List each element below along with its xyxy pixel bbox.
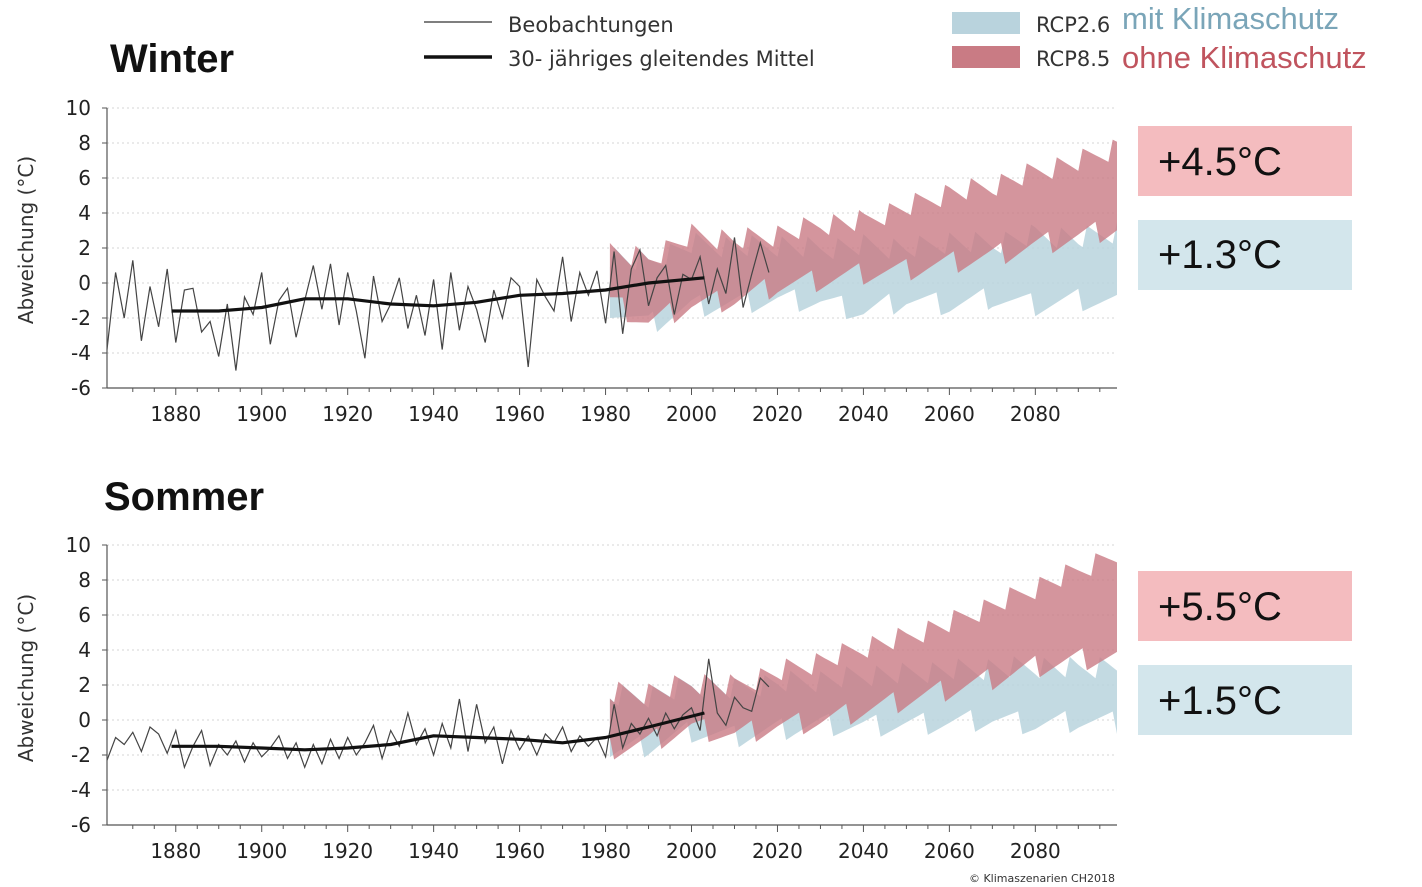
y-tick-label: 10 — [66, 96, 91, 120]
summer-scenario-bands — [609, 553, 1117, 760]
winter-rcp85-change-box — [1138, 126, 1352, 196]
legend-rcp85-label: RCP8.5 — [1036, 47, 1110, 71]
y-tick-label: 8 — [78, 131, 91, 155]
x-tick-label: 2060 — [924, 839, 975, 863]
legend-rcp26-swatch — [952, 12, 1020, 34]
winter-panel: Winter Abweichung (°C) 10 8 6 4 2 0 -2 -4 -6 1880… — [14, 37, 1352, 426]
x-tick-label: 2040 — [838, 839, 889, 863]
copyright-notice: © Klimaszenarien CH2018 — [969, 872, 1115, 885]
observations-line — [106, 658, 770, 770]
winter-rcp26-change-value: +1.3°C — [1158, 233, 1282, 277]
winter-change-boxes: +4.5°C +1.3°C — [1138, 126, 1352, 290]
winter-rcp26-change-box — [1138, 220, 1352, 290]
summer-axes: 10 8 6 4 2 0 -2 -4 -6 1880 1900 1920 1940 1960 1980 200… — [66, 533, 1117, 863]
x-tick-label: 1900 — [236, 402, 287, 426]
summer-title: Sommer — [104, 475, 264, 519]
y-tick-label: 10 — [66, 533, 91, 557]
summer-observations — [106, 658, 770, 770]
y-tick-label: 4 — [78, 638, 91, 662]
legend: Beobachtungen 30- jähriges gleitendes Mi… — [424, 1, 1367, 75]
winter-y-axis-label: Abweichung (°C) — [14, 156, 38, 324]
y-tick-label: -2 — [71, 306, 91, 330]
y-tick-label: 2 — [78, 236, 91, 260]
y-tick-label: -4 — [71, 778, 91, 802]
y-tick-label: 6 — [78, 166, 91, 190]
y-tick-label: 2 — [78, 673, 91, 697]
x-tick-label: 2020 — [752, 839, 803, 863]
y-tick-label: -4 — [71, 341, 91, 365]
legend-observations-label: Beobachtungen — [508, 13, 674, 37]
y-tick-label: -6 — [71, 376, 91, 400]
moving-average-line — [171, 711, 705, 752]
x-tick-label: 2000 — [666, 839, 717, 863]
x-tick-label: 1980 — [580, 402, 631, 426]
y-tick-label: 8 — [78, 568, 91, 592]
x-tick-label: 2040 — [838, 402, 889, 426]
summer-rcp26-change-box — [1138, 665, 1352, 735]
x-tick-label: 2000 — [666, 402, 717, 426]
legend-mean-label: 30- jähriges gleitendes Mittel — [508, 47, 815, 71]
winter-axes: 10 8 6 4 2 0 -2 -4 -6 1880 1900 1920 1940 1960 1980 200… — [66, 96, 1117, 426]
y-tick-label: 0 — [78, 271, 91, 295]
x-tick-label: 1920 — [322, 402, 373, 426]
x-tick-label: 1900 — [236, 839, 287, 863]
y-tick-label: 4 — [78, 201, 91, 225]
summer-rcp85-change-value: +5.5°C — [1158, 585, 1282, 629]
moving-average-line — [171, 276, 705, 313]
x-tick-label: 1920 — [322, 839, 373, 863]
winter-rcp85-change-value: +4.5°C — [1158, 140, 1282, 184]
legend-rcp85-description: ohne Klimaschutz — [1122, 40, 1367, 75]
summer-rcp26-change-value: +1.5°C — [1158, 679, 1282, 723]
winter-scenario-bands — [609, 139, 1117, 332]
observations-line — [106, 237, 770, 371]
summer-y-axis-label: Abweichung (°C) — [14, 594, 38, 762]
x-tick-label: 1880 — [150, 839, 201, 863]
x-tick-label: 2080 — [1010, 402, 1061, 426]
legend-rcp26-label: RCP2.6 — [1036, 13, 1110, 37]
y-tick-label: 0 — [78, 708, 91, 732]
x-tick-label: 2020 — [752, 402, 803, 426]
y-tick-label: -2 — [71, 743, 91, 767]
y-tick-label: 6 — [78, 603, 91, 627]
summer-rcp85-change-box — [1138, 571, 1352, 641]
legend-rcp85-swatch — [952, 46, 1020, 68]
winter-title: Winter — [110, 37, 234, 81]
summer-change-boxes: +5.5°C +1.5°C — [1138, 571, 1352, 735]
rcp85-band — [609, 139, 1117, 324]
x-tick-label: 1980 — [580, 839, 631, 863]
winter-observations — [106, 237, 770, 371]
x-tick-label: 1960 — [494, 839, 545, 863]
x-tick-label: 1960 — [494, 402, 545, 426]
x-tick-label: 2080 — [1010, 839, 1061, 863]
x-tick-label: 2060 — [924, 402, 975, 426]
legend-rcp26-description: mit Klimaschutz — [1122, 1, 1339, 36]
x-tick-label: 1940 — [408, 839, 459, 863]
x-tick-label: 1880 — [150, 402, 201, 426]
x-tick-label: 1940 — [408, 402, 459, 426]
summer-panel: Sommer Abweichung (°C) 10 8 6 4 2 0 -2 -4 -6 1880… — [14, 475, 1352, 863]
rcp85-band — [609, 553, 1117, 760]
y-tick-label: -6 — [71, 813, 91, 837]
